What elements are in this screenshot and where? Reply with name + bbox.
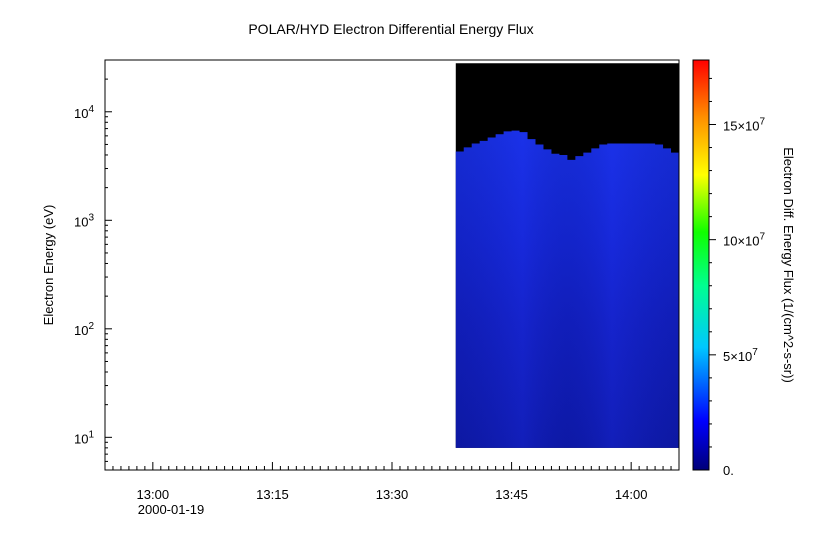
colorbar-tick-label: 15×107 <box>723 116 766 133</box>
y-axis: 101 102 103 104 <box>74 59 112 471</box>
colorbar-tick-label: 0. <box>723 463 734 478</box>
plot-area <box>455 63 679 448</box>
x-tick-label: 13:30 <box>376 487 409 502</box>
chart-title: POLAR/HYD Electron Differential Energy F… <box>248 21 533 37</box>
colorbar-tick-label: 5×107 <box>723 347 758 364</box>
colorbar <box>692 59 710 471</box>
x-tick-label: 14:00 <box>615 487 648 502</box>
x-tick-label: 13:15 <box>256 487 289 502</box>
y-tick-label: 101 <box>74 429 94 446</box>
colorbar-axis: 0. 5×107 10×107 15×107 <box>709 77 766 478</box>
colorbar-tick-label: 10×107 <box>723 232 766 249</box>
x-axis-date-label: 2000-01-19 <box>138 502 205 517</box>
x-tick-label: 13:45 <box>495 487 528 502</box>
x-axis: 13:00 13:15 13:30 13:45 14:00 <box>104 462 680 502</box>
y-tick-label: 104 <box>74 104 94 121</box>
y-tick-label: 103 <box>74 212 94 229</box>
x-tick-label: 13:00 <box>137 487 170 502</box>
flux-shading <box>455 130 679 448</box>
y-tick-label: 102 <box>74 321 94 338</box>
colorbar-label: Electron Diff. Energy Flux (1/(cm^2-s-sr… <box>781 147 796 383</box>
y-axis-label: Electron Energy (eV) <box>41 205 56 326</box>
